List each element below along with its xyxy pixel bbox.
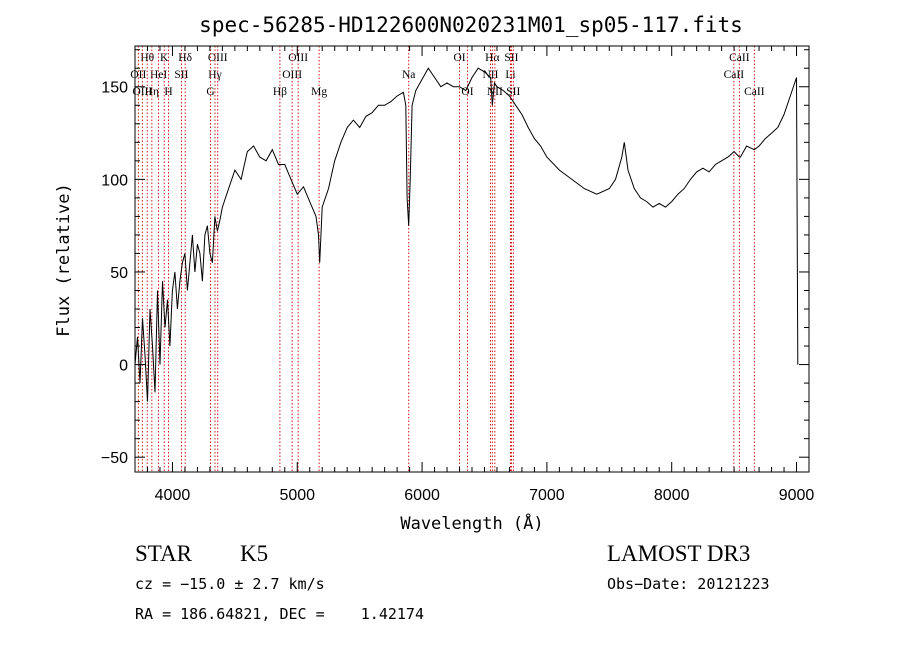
x-tick-label: 5000 <box>279 487 315 504</box>
coordinates-text: RA = 186.64821, DEC = 1.42174 <box>135 605 424 623</box>
object-class: STAR <box>135 541 193 566</box>
y-tick-label: 50 <box>110 265 128 282</box>
line-marker-label: OIII <box>208 52 228 64</box>
x-axis-label: Wavelength (Å) <box>400 512 543 534</box>
line-marker-label: Hδ <box>178 52 192 64</box>
line-marker-label: OII <box>130 69 146 81</box>
x-tick-label: 9000 <box>779 487 815 504</box>
chart-title: spec-56285-HD122600N020231M01_sp05-117.f… <box>199 13 743 37</box>
line-marker-label: H <box>164 86 172 98</box>
line-marker-label: OI <box>453 52 465 64</box>
line-marker-label: SII <box>174 69 188 81</box>
line-marker-label: OI <box>461 86 473 98</box>
line-marker-label: K <box>160 52 169 64</box>
line-marker-label: SII <box>506 86 520 98</box>
survey-name: LAMOST DR3 <box>607 541 750 566</box>
line-marker-label: Hβ <box>273 86 287 98</box>
line-marker-label: Hη <box>145 86 159 98</box>
line-marker-label: G <box>206 86 214 98</box>
y-tick-label: −50 <box>101 450 128 467</box>
line-marker-label: CaII <box>724 69 745 81</box>
y-axis-label: Flux (relative) <box>54 183 74 337</box>
y-tick-label: 100 <box>101 172 128 189</box>
object-subclass: K5 <box>240 541 268 566</box>
line-marker-label: HeI <box>150 69 167 81</box>
plot-frame <box>134 45 810 473</box>
redshift-text: cz = −15.0 ± 2.7 km/s <box>135 575 325 593</box>
x-tick-label: 7000 <box>529 487 565 504</box>
y-tick-label: 0 <box>119 358 128 375</box>
line-marker-label: Li <box>505 69 515 81</box>
line-marker-label: OIII <box>282 69 302 81</box>
x-axis-ticks: 4000 5000 6000 7000 8000 9000 <box>134 46 815 504</box>
line-marker-label: Hθ <box>140 52 154 64</box>
x-tick-label: 8000 <box>654 487 690 504</box>
line-marker-label: NII <box>487 86 503 98</box>
spectrum-line <box>134 67 799 402</box>
y-axis-ticks: −50 0 50 100 150 <box>101 49 809 467</box>
line-marker-label: OIII <box>288 52 308 64</box>
line-marker-label: Hγ <box>208 69 221 81</box>
x-tick-label: 6000 <box>404 487 440 504</box>
y-tick-label: 150 <box>101 80 128 97</box>
x-tick-label: 4000 <box>155 487 191 504</box>
line-marker-label: CaII <box>729 52 750 64</box>
line-marker-label: Na <box>402 69 415 81</box>
line-marker-label: Mg <box>311 86 327 98</box>
line-marker-label: CaII <box>744 86 765 98</box>
line-marker-label: SII <box>504 52 518 64</box>
obs-date-text: Obs−Date: 20121223 <box>607 575 770 593</box>
line-marker-label: Hα <box>485 52 499 64</box>
line-marker-label: OIII <box>132 86 152 98</box>
